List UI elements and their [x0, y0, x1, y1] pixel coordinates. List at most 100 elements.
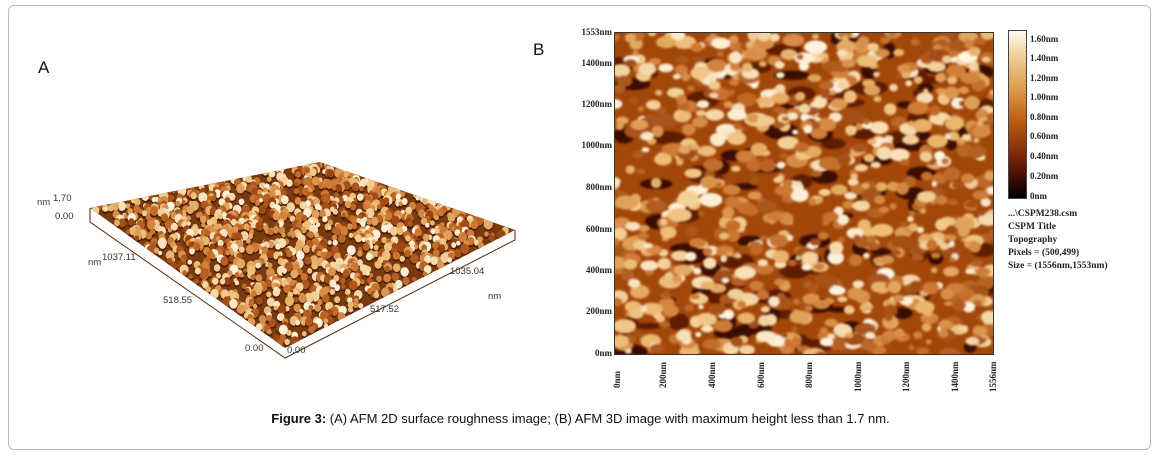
surface-bump: [384, 265, 391, 273]
surface-bump: [422, 233, 430, 242]
surface-bump: [399, 255, 405, 262]
topo-grain: [847, 287, 865, 300]
surface-bump: [323, 323, 329, 329]
topo-grain: [927, 134, 948, 148]
y-tick: 600nm: [585, 224, 612, 234]
surface-bump: [361, 237, 366, 243]
surface-bump: [152, 241, 157, 247]
topo-grain: [807, 74, 822, 82]
topo-grain: [907, 120, 915, 127]
surface-bump: [437, 244, 446, 253]
topo-grain: [870, 281, 887, 293]
surface-bump: [370, 216, 379, 226]
topo-grain: [935, 87, 947, 95]
topo-grain: [909, 280, 925, 291]
surface-bump: [396, 241, 406, 253]
scan-file: ...\CSPM238.csm: [1008, 209, 1078, 219]
y-tick: 400nm: [585, 265, 612, 275]
surface-bump: [311, 261, 319, 270]
topo-grain: [654, 153, 672, 166]
topo-grain: [916, 226, 924, 234]
surface-bump: [213, 223, 220, 231]
surface-bump: [118, 218, 127, 228]
topo-grain: [869, 121, 889, 134]
topo-grain: [837, 296, 848, 303]
topo-grain: [938, 329, 949, 338]
topo-grain: [632, 50, 639, 57]
y-axis-unit: nm: [88, 257, 102, 268]
topo-grain: [841, 35, 849, 42]
topo-grain: [682, 123, 696, 136]
surface-bump: [127, 208, 133, 215]
surface-bump: [196, 213, 200, 218]
surface-bump: [332, 208, 338, 215]
topo-grain: [649, 343, 665, 353]
surface-bump: [319, 209, 326, 218]
topo-grain: [698, 210, 705, 217]
surface-bump: [258, 198, 263, 203]
topo-grain: [716, 51, 724, 57]
topo-grain: [892, 294, 905, 303]
topo-grain: [709, 132, 726, 147]
topo-grain: [968, 61, 980, 71]
topo-grain: [657, 257, 671, 270]
surface-bump: [334, 284, 340, 292]
topo-grain: [755, 330, 776, 343]
surface-bump: [334, 296, 341, 304]
topo-grain: [735, 150, 752, 163]
topo-grain: [948, 39, 965, 52]
surface-bump: [392, 263, 401, 273]
surface-bump: [331, 234, 337, 241]
topo-grain: [782, 179, 793, 188]
surface-bump: [420, 217, 428, 225]
topo-grain: [705, 109, 725, 121]
surface-bump: [497, 229, 506, 240]
surface-bump: [247, 317, 256, 327]
topo-grain: [896, 182, 909, 195]
surface-bump: [316, 222, 321, 228]
surface-bump: [474, 239, 479, 246]
surface-bump: [117, 201, 126, 212]
surface-bump: [296, 250, 305, 261]
topo-grain: [771, 92, 789, 104]
surface-bump: [432, 249, 440, 258]
surface-bump: [262, 169, 268, 176]
surface-bump: [295, 171, 301, 178]
topo-grain: [628, 97, 639, 104]
surface-bump: [149, 228, 156, 235]
z-axis-unit: nm: [37, 197, 51, 208]
surface-bump: [334, 192, 339, 198]
surface-bump: [298, 293, 307, 303]
surface-bump: [229, 298, 238, 309]
surface-bump: [125, 203, 131, 209]
surface-bump: [272, 212, 280, 221]
topo-grain: [862, 118, 871, 125]
surface-bump: [228, 192, 236, 201]
surface-bump: [286, 329, 292, 336]
topo-grain: [676, 330, 691, 342]
topo-grain: [843, 90, 857, 104]
topo-grain: [972, 190, 989, 200]
topo-grain: [729, 51, 742, 64]
topo-grain: [731, 165, 741, 172]
surface-bump: [318, 205, 323, 211]
surface-bump: [245, 287, 250, 293]
topo-grain: [874, 48, 890, 58]
surface-bump: [447, 257, 453, 263]
surface-bump: [150, 206, 159, 216]
topo-grain: [982, 120, 992, 127]
topo-grain: [952, 299, 966, 311]
topo-grain: [615, 122, 624, 131]
x-tick: 1000nm: [853, 361, 863, 392]
surface-bump: [187, 259, 192, 265]
surface-bump: [299, 201, 307, 210]
surface-bump: [419, 212, 425, 219]
topo-grain: [863, 252, 870, 259]
topo-grain: [676, 193, 700, 207]
topo-grain: [640, 132, 654, 141]
topo-grain: [737, 202, 756, 215]
topo-grain: [614, 195, 639, 210]
topo-grain: [878, 206, 890, 214]
surface-bump: [337, 312, 346, 322]
topo-grain: [776, 72, 785, 79]
